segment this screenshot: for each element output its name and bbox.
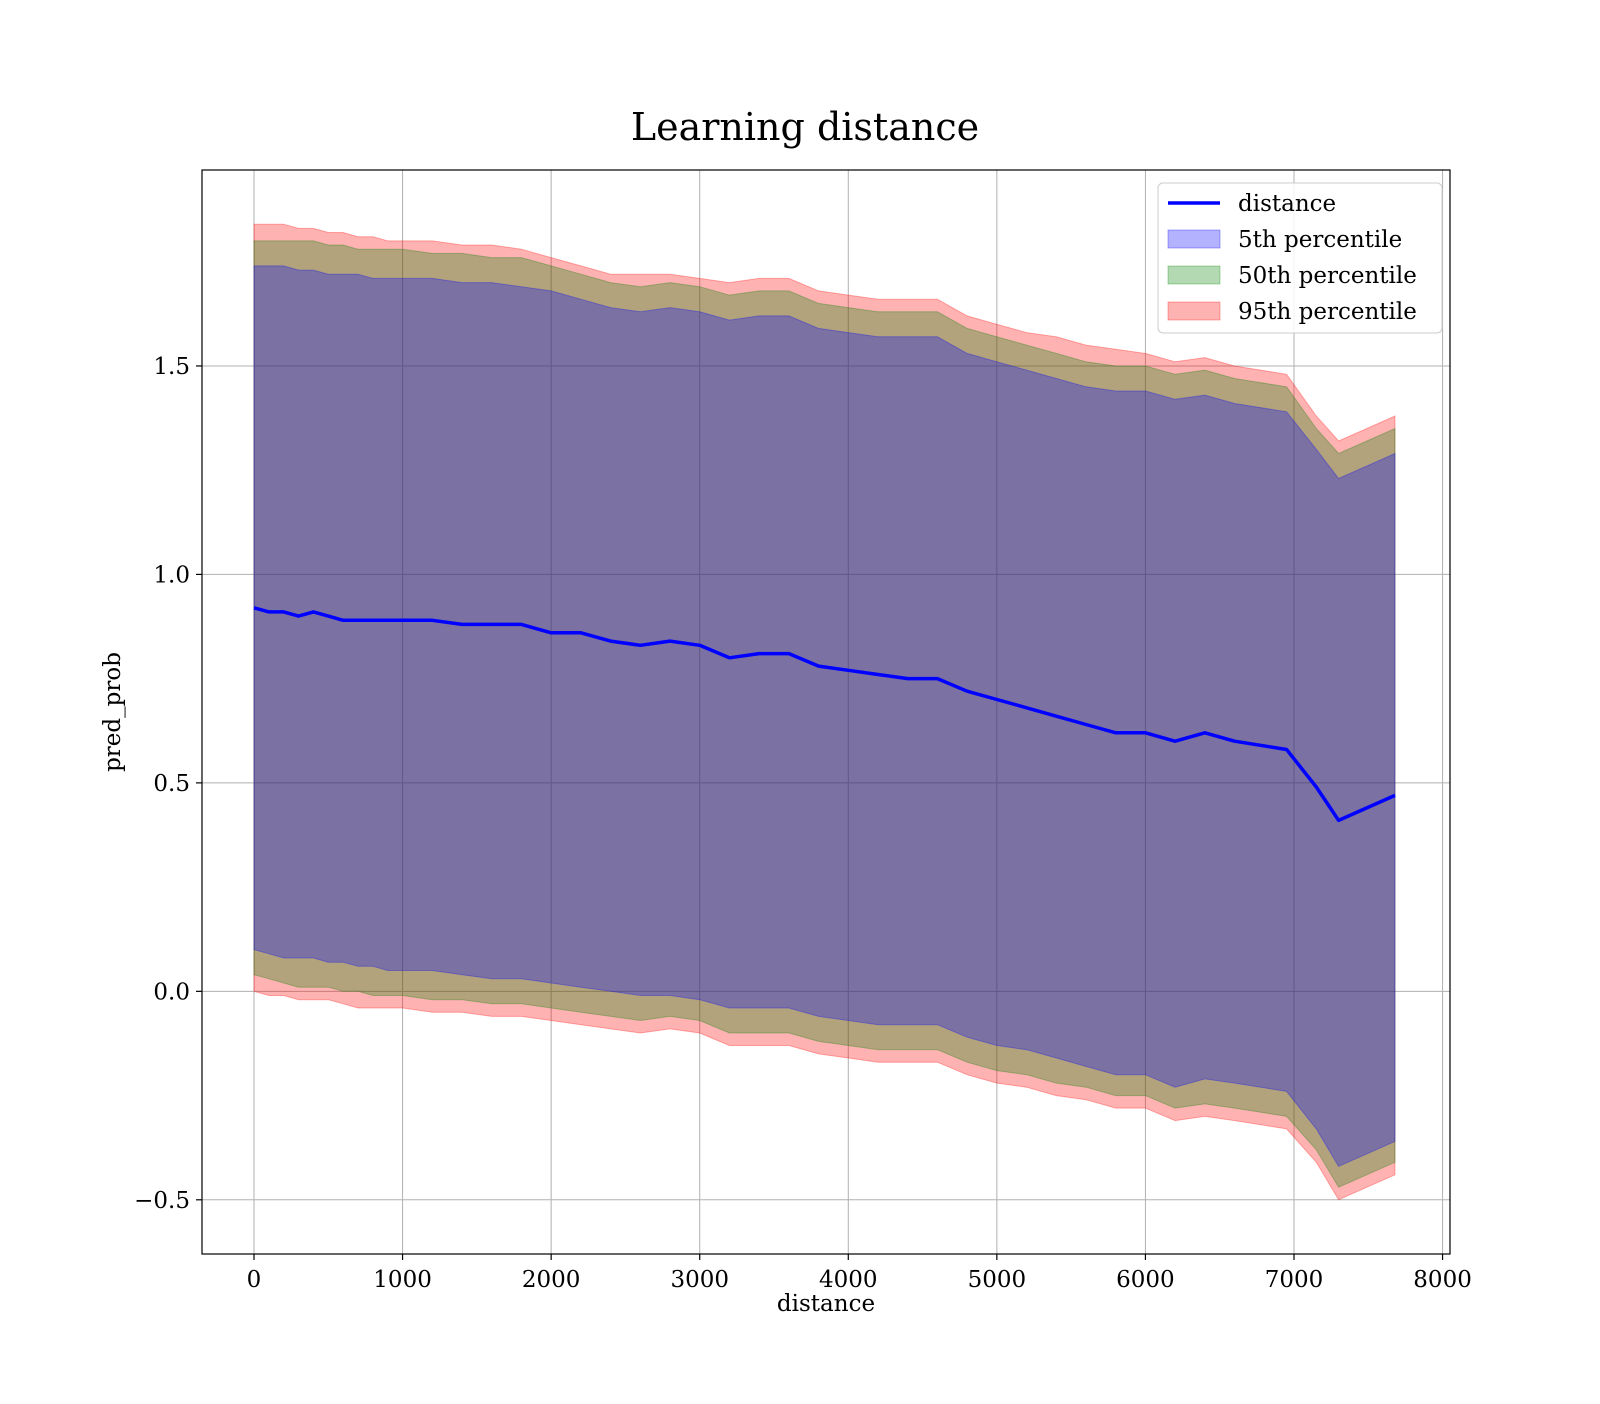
x-tick-label: 3000 xyxy=(670,1267,729,1293)
x-tick-label: 2000 xyxy=(522,1267,581,1293)
band-5th-percentile xyxy=(253,265,1396,1168)
x-tick-label: 0 xyxy=(247,1267,262,1293)
x-tick-label: 1000 xyxy=(373,1267,432,1293)
legend-label: distance xyxy=(1238,191,1336,217)
band-50th-percentile xyxy=(253,240,1396,1188)
percentile-bands xyxy=(253,223,1396,1201)
x-tick-label: 8000 xyxy=(1413,1267,1472,1293)
y-axis-ticks: −0.5 0.0 0.5 1.0 1.5 xyxy=(134,354,202,1214)
y-tick-label: 0.0 xyxy=(153,979,190,1005)
band-95th-percentile xyxy=(253,223,1396,1201)
x-axis-label: distance xyxy=(777,1291,875,1317)
chart-title: Learning distance xyxy=(631,105,979,149)
legend-swatch-patch xyxy=(1167,229,1221,249)
distance-line xyxy=(253,606,1396,823)
legend-label: 95th percentile xyxy=(1238,299,1417,325)
legend-swatch-patch xyxy=(1167,301,1221,321)
x-tick-label: 5000 xyxy=(968,1267,1027,1293)
legend-box xyxy=(1157,182,1443,334)
x-tick-label: 4000 xyxy=(819,1267,878,1293)
legend-swatch-patch xyxy=(1167,265,1221,285)
x-axis-ticks: 0 1000 2000 3000 4000 5000 6000 7000 8000 xyxy=(247,1254,1472,1293)
y-tick-label: 1.5 xyxy=(153,354,190,380)
y-tick-label: 1.0 xyxy=(153,562,190,588)
distance-line-layer xyxy=(253,606,1396,823)
legend-label: 5th percentile xyxy=(1238,227,1402,253)
x-tick-label: 6000 xyxy=(1116,1267,1175,1293)
grid xyxy=(202,170,1450,1254)
plot-frame xyxy=(201,169,1451,1255)
y-tick-label: −0.5 xyxy=(134,1188,190,1214)
y-tick-label: 0.5 xyxy=(153,771,190,797)
x-tick-label: 7000 xyxy=(1265,1267,1324,1293)
legend: distance 5th percentile 50th percentile 95t… xyxy=(1157,182,1443,334)
y-axis-label: pred_prob xyxy=(100,652,126,772)
legend-label: 50th percentile xyxy=(1238,263,1417,289)
